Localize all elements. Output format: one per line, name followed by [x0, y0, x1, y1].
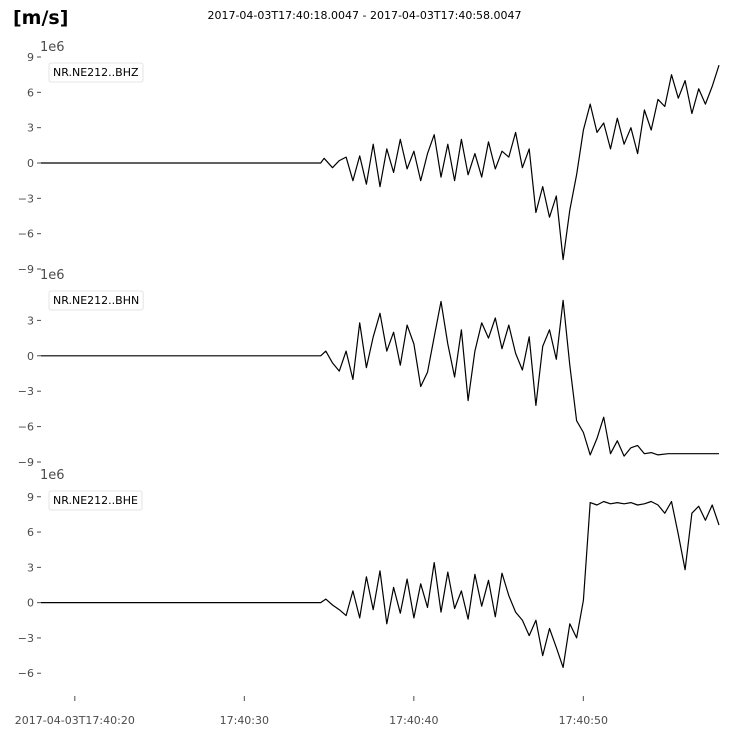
waveform-line — [41, 299, 719, 457]
y-tick-label: 3 — [27, 314, 34, 327]
x-tick-label: 17:40:30 — [220, 714, 269, 727]
y-tick-label: −3 — [18, 632, 34, 645]
station-label: NR.NE212..BHN — [53, 294, 139, 307]
station-label: NR.NE212..BHZ — [53, 66, 139, 79]
y-tick-label: 6 — [27, 526, 34, 539]
station-label: NR.NE212..BHE — [53, 494, 138, 507]
station-label-box — [48, 490, 143, 511]
x-tick-label: 2017-04-03T17:40:20 — [15, 714, 135, 727]
y-tick-label: 0 — [27, 350, 34, 363]
x-tick-label: 17:40:50 — [559, 714, 608, 727]
y-tick-label: −6 — [18, 667, 34, 680]
y-tick-label: 6 — [27, 86, 34, 99]
y-tick-label: −9 — [18, 263, 34, 276]
y-tick-label: 9 — [27, 51, 34, 64]
y-multiplier: 1e6 — [40, 40, 65, 55]
x-tick-label: 17:40:40 — [389, 714, 438, 727]
y-multiplier: 1e6 — [40, 468, 65, 483]
y-tick-label: 0 — [27, 157, 34, 170]
time-range-title: 2017-04-03T17:40:18.0047 - 2017-04-03T17… — [207, 9, 522, 22]
y-tick-label: 0 — [27, 597, 34, 610]
station-label-box — [48, 62, 144, 83]
station-label-box — [48, 290, 144, 311]
unit-label: [m/s] — [13, 7, 69, 29]
y-tick-label: −6 — [18, 228, 34, 241]
y-tick-label: −9 — [18, 456, 34, 469]
y-tick-label: −6 — [18, 421, 34, 434]
y-multiplier: 1e6 — [40, 268, 65, 283]
waveform-line — [41, 500, 720, 668]
y-tick-label: 3 — [27, 561, 34, 574]
y-tick-label: −3 — [18, 385, 34, 398]
y-tick-label: −3 — [18, 192, 34, 205]
waveform-line — [41, 65, 720, 261]
y-tick-label: 3 — [27, 122, 34, 135]
y-tick-label: 9 — [27, 491, 34, 504]
